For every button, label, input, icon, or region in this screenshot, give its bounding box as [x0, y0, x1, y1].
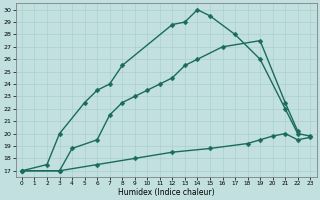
X-axis label: Humidex (Indice chaleur): Humidex (Indice chaleur)	[118, 188, 214, 197]
